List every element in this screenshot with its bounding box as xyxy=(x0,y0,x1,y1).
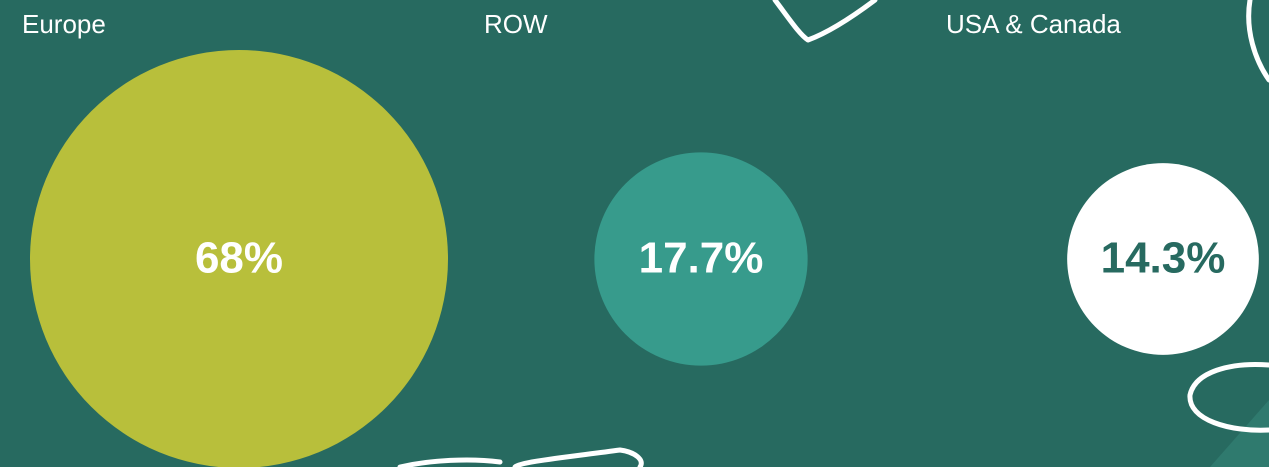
value-label: 17.7% xyxy=(639,234,764,283)
page: Europe68%ROW17.7%USA & Canada14.3% (() =… xyxy=(0,0,1269,467)
category-label: USA & Canada xyxy=(946,9,1121,39)
category-label: ROW xyxy=(484,9,548,39)
value-label: 68% xyxy=(195,234,283,283)
category-label: Europe xyxy=(22,9,106,39)
value-label: 14.3% xyxy=(1101,234,1226,283)
chart: Europe 68% ROW 17.7% USA & Canada 14.3% xyxy=(0,0,1269,467)
